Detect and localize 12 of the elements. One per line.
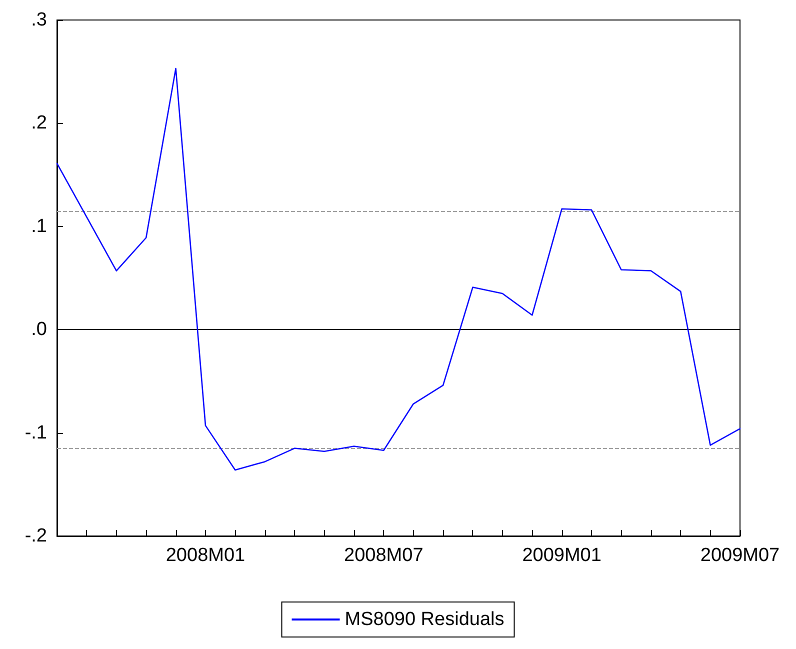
x-tick-label: 2008M07 — [344, 545, 424, 566]
legend-label: MS8090 Residuals — [344, 609, 504, 630]
line-series — [56, 68, 741, 471]
x-tick-label: 2008M01 — [166, 545, 246, 566]
y-tick-label: -.2 — [24, 526, 47, 546]
y-tick-label: .2 — [31, 112, 47, 134]
y-tick-label: -.1 — [24, 422, 47, 444]
y-tick-label: .1 — [31, 216, 47, 237]
y-tick-label: .3 — [31, 10, 47, 30]
x-tick-label: 2009M07 — [700, 545, 780, 566]
y-tick-label: .0 — [31, 319, 47, 340]
x-tick-label: 2009M01 — [522, 545, 602, 566]
